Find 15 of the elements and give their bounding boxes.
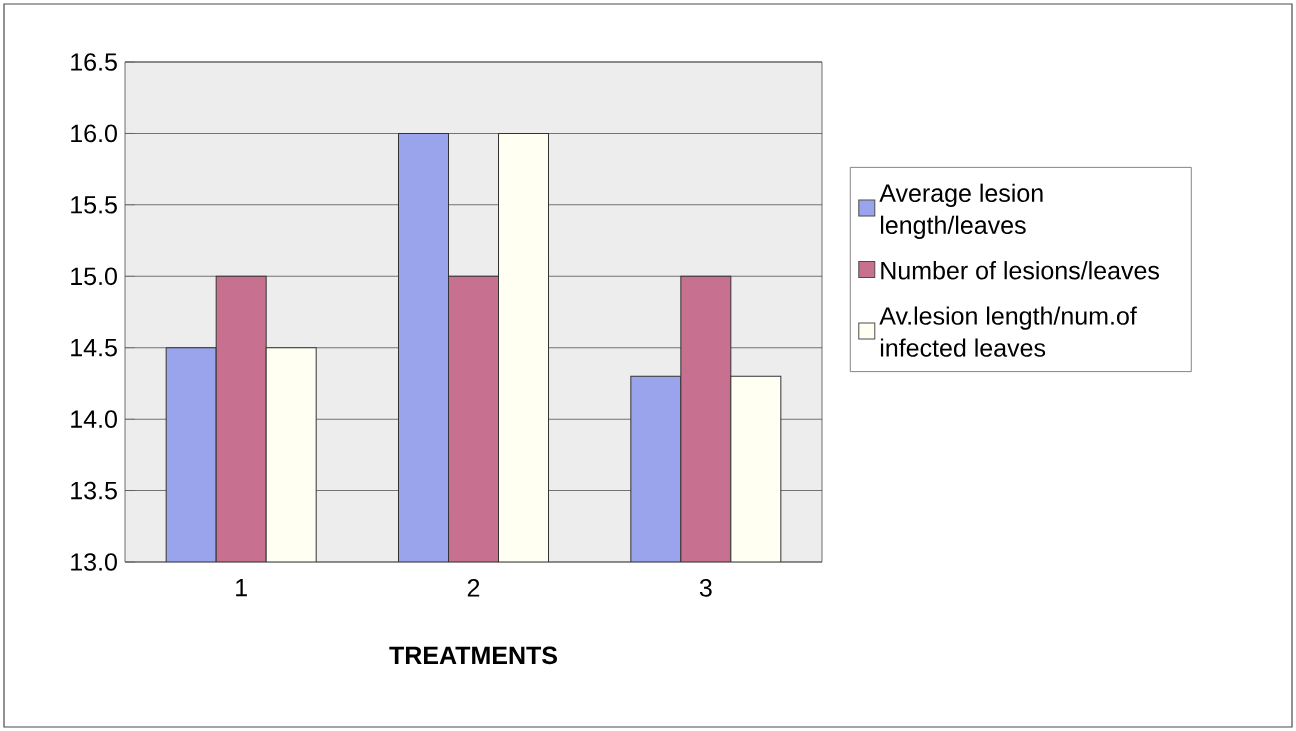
x-tick-label: 1 <box>236 579 247 597</box>
y-tick-label: 13.5 <box>71 481 117 500</box>
legend-label: Number of lesions/leaves <box>881 261 1160 280</box>
y-tick-label: 15.0 <box>71 267 117 286</box>
y-tick-label: 14.0 <box>71 410 117 428</box>
legend-label: Average lesion length/leaves <box>879 183 1043 239</box>
y-tick-label: 14.5 <box>71 338 117 357</box>
y-tick-label: 13.0 <box>71 553 117 571</box>
y-tick-label: 16.5 <box>71 53 117 71</box>
legend-label: Av.lesion length/num.of infected leaves <box>879 306 1137 357</box>
x-tick-label: 2 <box>467 579 480 597</box>
x-tick-label: 3 <box>699 579 712 597</box>
x-axis-title: TREATMENTS <box>389 646 557 665</box>
y-tick-label: 16.0 <box>71 124 117 143</box>
y-tick-label: 15.5 <box>71 196 117 214</box>
